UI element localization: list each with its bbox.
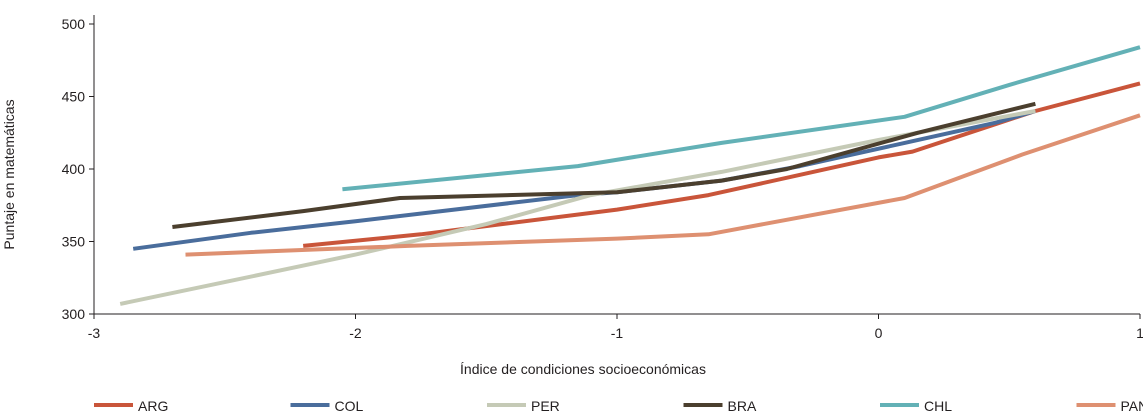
series-lines [119, 45, 1141, 306]
x-tick-label: 0 [875, 325, 883, 341]
x-tick-label: -3 [88, 325, 101, 341]
legend-label: COL [335, 398, 364, 414]
x-tick-label: -1 [611, 325, 624, 341]
y-tick-label: 450 [62, 89, 86, 105]
x-tick-label: -2 [349, 325, 362, 341]
y-tick-label: 400 [62, 161, 86, 177]
series-line-chl [342, 45, 1141, 192]
y-tick-label: 350 [62, 234, 86, 250]
legend-label: PAN [1121, 398, 1143, 414]
y-axis-title: Puntaje en matemáticas [1, 99, 17, 249]
legend-label: CHL [924, 398, 952, 414]
series-line-per [119, 109, 1036, 306]
series-line-col [132, 109, 1036, 251]
x-axis-title: Índice de condiciones socioeconómicas [460, 361, 706, 377]
legend: ARG COL PER BRA CHL PAN [94, 398, 1143, 414]
x-axis-ticks: -3 -2 -1 0 1 [88, 314, 1143, 341]
legend-label: PER [531, 398, 560, 414]
y-axis-ticks: 300 350 400 450 500 [62, 16, 94, 322]
x-tick-label: 1 [1136, 325, 1143, 341]
legend-label: ARG [138, 398, 168, 414]
legend-item-arg: ARG [94, 398, 168, 414]
y-tick-label: 500 [62, 16, 86, 32]
legend-item-bra: BRA [683, 398, 757, 414]
legend-item-pan: PAN [1076, 398, 1143, 414]
legend-label: BRA [728, 398, 757, 414]
legend-item-per: PER [487, 398, 560, 414]
series-line-bra [172, 101, 1036, 229]
legend-item-col: COL [290, 398, 364, 414]
y-tick-label: 300 [62, 306, 86, 322]
series-line-pan [185, 113, 1141, 257]
legend-item-chl: CHL [880, 398, 952, 414]
axes [93, 15, 1140, 315]
